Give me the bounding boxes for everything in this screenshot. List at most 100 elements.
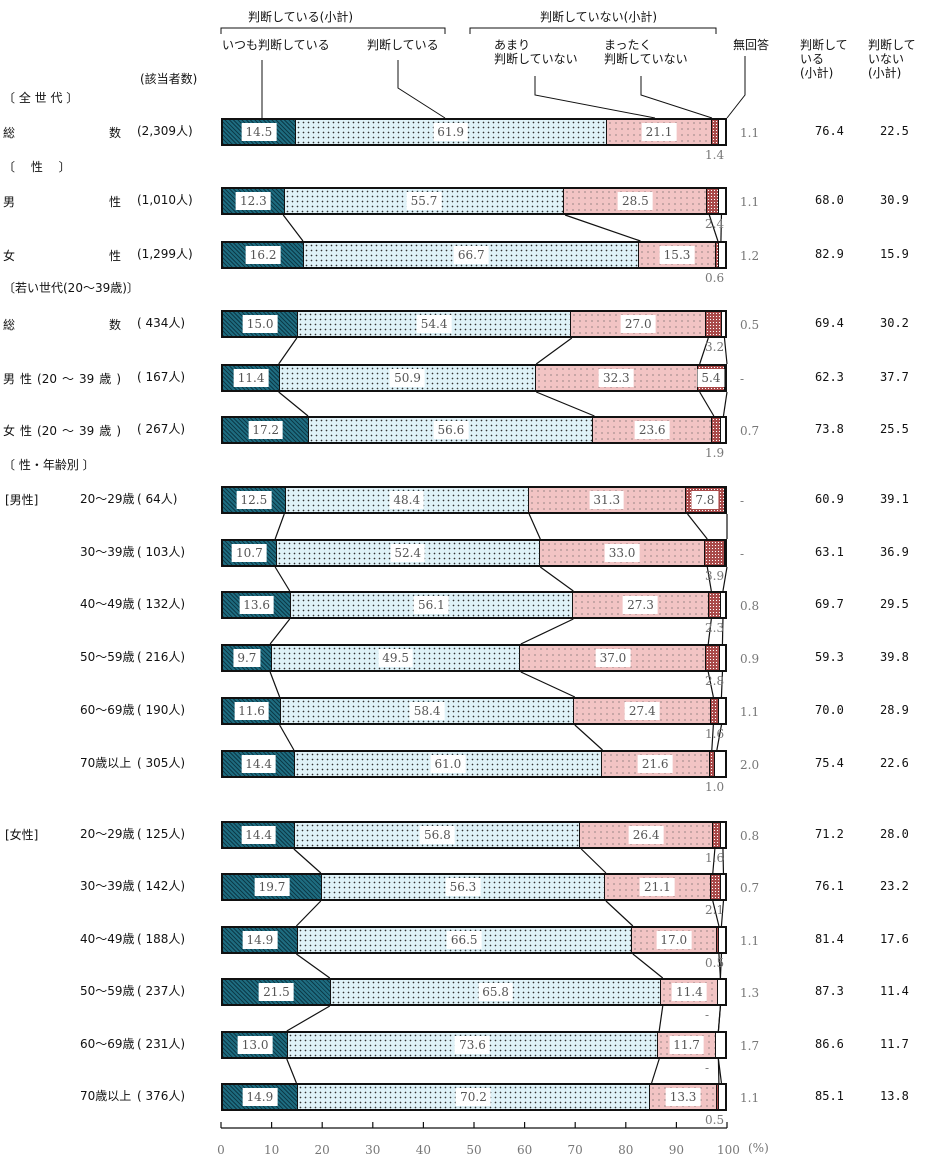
connector-line xyxy=(293,848,322,874)
row-count: (1,010人) xyxy=(137,193,193,207)
bar-segment-not-much: 27.4 xyxy=(574,699,712,723)
data-label: 48.4 xyxy=(389,491,425,509)
data-label: 10.7 xyxy=(231,544,267,562)
data-label: 11.4 xyxy=(671,983,707,1001)
data-label: 5.4 xyxy=(697,369,725,387)
stacked-bar: 14.9 70.2 13.3 xyxy=(221,1083,727,1111)
bar-segment-always: 14.4 xyxy=(223,823,296,847)
bar-segment-no-answer xyxy=(721,418,725,442)
bar-segment-not-at-all xyxy=(716,928,720,952)
data-label: 21.6 xyxy=(637,755,673,773)
x-tick-label: 100 xyxy=(717,1143,740,1157)
row-label: 総数 xyxy=(3,318,121,332)
connector-line xyxy=(707,671,714,698)
data-label-no-answer: - xyxy=(740,547,745,561)
bar-segment-not-at-all xyxy=(712,120,720,144)
row-label: 50～59歳 xyxy=(80,984,135,998)
data-label: 56.8 xyxy=(419,826,455,844)
connector-line xyxy=(719,953,723,979)
data-label-not-at-all: 2.3 xyxy=(705,621,725,635)
data-label: 50.9 xyxy=(390,369,425,387)
section-sex: 〔 性 〕 xyxy=(3,160,71,174)
section-sex-age: 〔 性・年齢別 〕 xyxy=(3,458,95,472)
connector-line xyxy=(274,566,291,592)
subtotal-no: 28.0 xyxy=(880,827,909,841)
data-label: 11.6 xyxy=(234,702,269,720)
subtotal-no: 39.1 xyxy=(880,492,909,506)
bar-segment-not-much: 27.0 xyxy=(571,312,707,336)
row-count: ( 103人) xyxy=(137,545,186,559)
data-label: 11.4 xyxy=(233,369,269,387)
bar-segment-judging: 56.6 xyxy=(309,418,594,442)
data-label-no-answer: 1.1 xyxy=(740,126,760,140)
connector-line xyxy=(536,391,595,417)
bar-segment-always: 16.2 xyxy=(223,243,305,267)
connector-line xyxy=(528,513,541,540)
bar-segment-not-much: 21.1 xyxy=(606,120,713,144)
bar-segment-always: 14.5 xyxy=(223,120,296,144)
data-label: 27.0 xyxy=(620,315,656,333)
x-unit-label: (%) xyxy=(748,1141,769,1155)
bar-segment-not-at-all xyxy=(711,699,720,723)
section-young: 〔若い世代(20～39歳)〕 xyxy=(3,281,139,295)
subtotal-no: 15.9 xyxy=(880,247,909,261)
legend-leader-line xyxy=(726,56,746,119)
data-label: 66.7 xyxy=(453,246,489,264)
subtotal-no: 30.2 xyxy=(880,316,909,330)
bar-segment-not-much: 11.7 xyxy=(657,1033,717,1057)
bar-segment-always: 12.5 xyxy=(223,488,286,512)
data-label-no-answer: - xyxy=(740,494,745,508)
data-label-not-at-all: 0.5 xyxy=(705,1113,725,1127)
connector-line xyxy=(295,900,322,927)
subtotal-yes: 69.7 xyxy=(815,597,844,611)
connector-line xyxy=(712,900,720,927)
data-label-not-at-all: 1.9 xyxy=(705,446,725,460)
row-label: 70歳以上 xyxy=(80,1089,132,1103)
connector-line xyxy=(279,724,295,751)
data-label: 13.0 xyxy=(237,1036,273,1054)
bar-segment-not-much: 28.5 xyxy=(564,189,708,213)
connector-line xyxy=(539,566,574,592)
data-label: 61.0 xyxy=(430,755,466,773)
stacked-bar: 17.2 56.6 23.6 xyxy=(221,416,727,444)
bar-segment-always: 15.0 xyxy=(223,312,299,336)
subtotal-yes: 73.8 xyxy=(815,422,844,436)
subtotal-yes: 75.4 xyxy=(815,756,844,770)
subtotal-yes: 87.3 xyxy=(815,984,844,998)
connector-line xyxy=(716,724,723,751)
bar-segment-judging: 56.8 xyxy=(295,823,581,847)
group-female: [女性] xyxy=(5,828,39,842)
row-count: ( 434人) xyxy=(137,316,186,330)
data-label-no-answer: 1.1 xyxy=(740,705,760,719)
bar-segment-always: 13.6 xyxy=(223,593,292,617)
connector-line xyxy=(574,724,603,751)
data-label-no-answer: 1.2 xyxy=(740,249,760,263)
data-label: 14.9 xyxy=(242,1088,278,1106)
bar-segment-no-answer xyxy=(719,699,725,723)
bar-segment-always: 13.0 xyxy=(223,1033,289,1057)
data-label-no-answer: 0.8 xyxy=(740,599,760,613)
data-label: 14.4 xyxy=(241,755,276,773)
data-label: 70.2 xyxy=(456,1088,491,1106)
legend-no-answer: 無回答 xyxy=(733,38,770,52)
data-label-no-answer: - xyxy=(740,372,745,386)
data-label: 15.0 xyxy=(242,315,278,333)
legend-always: いつも判断している xyxy=(222,38,330,52)
subtotal-yes: 76.4 xyxy=(815,124,844,138)
connector-line xyxy=(687,513,708,540)
bar-segment-judging: 48.4 xyxy=(285,488,529,512)
data-label: 12.5 xyxy=(236,491,272,509)
connector-line xyxy=(520,671,576,698)
subtotal-yes: 63.1 xyxy=(815,545,844,559)
data-label-no-answer: 2.0 xyxy=(740,758,760,772)
data-label: 56.3 xyxy=(445,878,481,896)
row-count: ( 167人) xyxy=(137,370,186,384)
data-label: 61.9 xyxy=(433,123,468,141)
row-label: 60～69歳 xyxy=(80,1037,135,1051)
data-label-not-at-all: - xyxy=(705,1061,710,1075)
connector-line xyxy=(721,618,724,645)
connector-line xyxy=(278,337,298,365)
bar-segment-always: 19.7 xyxy=(223,875,322,899)
data-label-not-at-all: 2.4 xyxy=(705,217,725,231)
bar-segment-not-much: 31.3 xyxy=(528,488,686,512)
